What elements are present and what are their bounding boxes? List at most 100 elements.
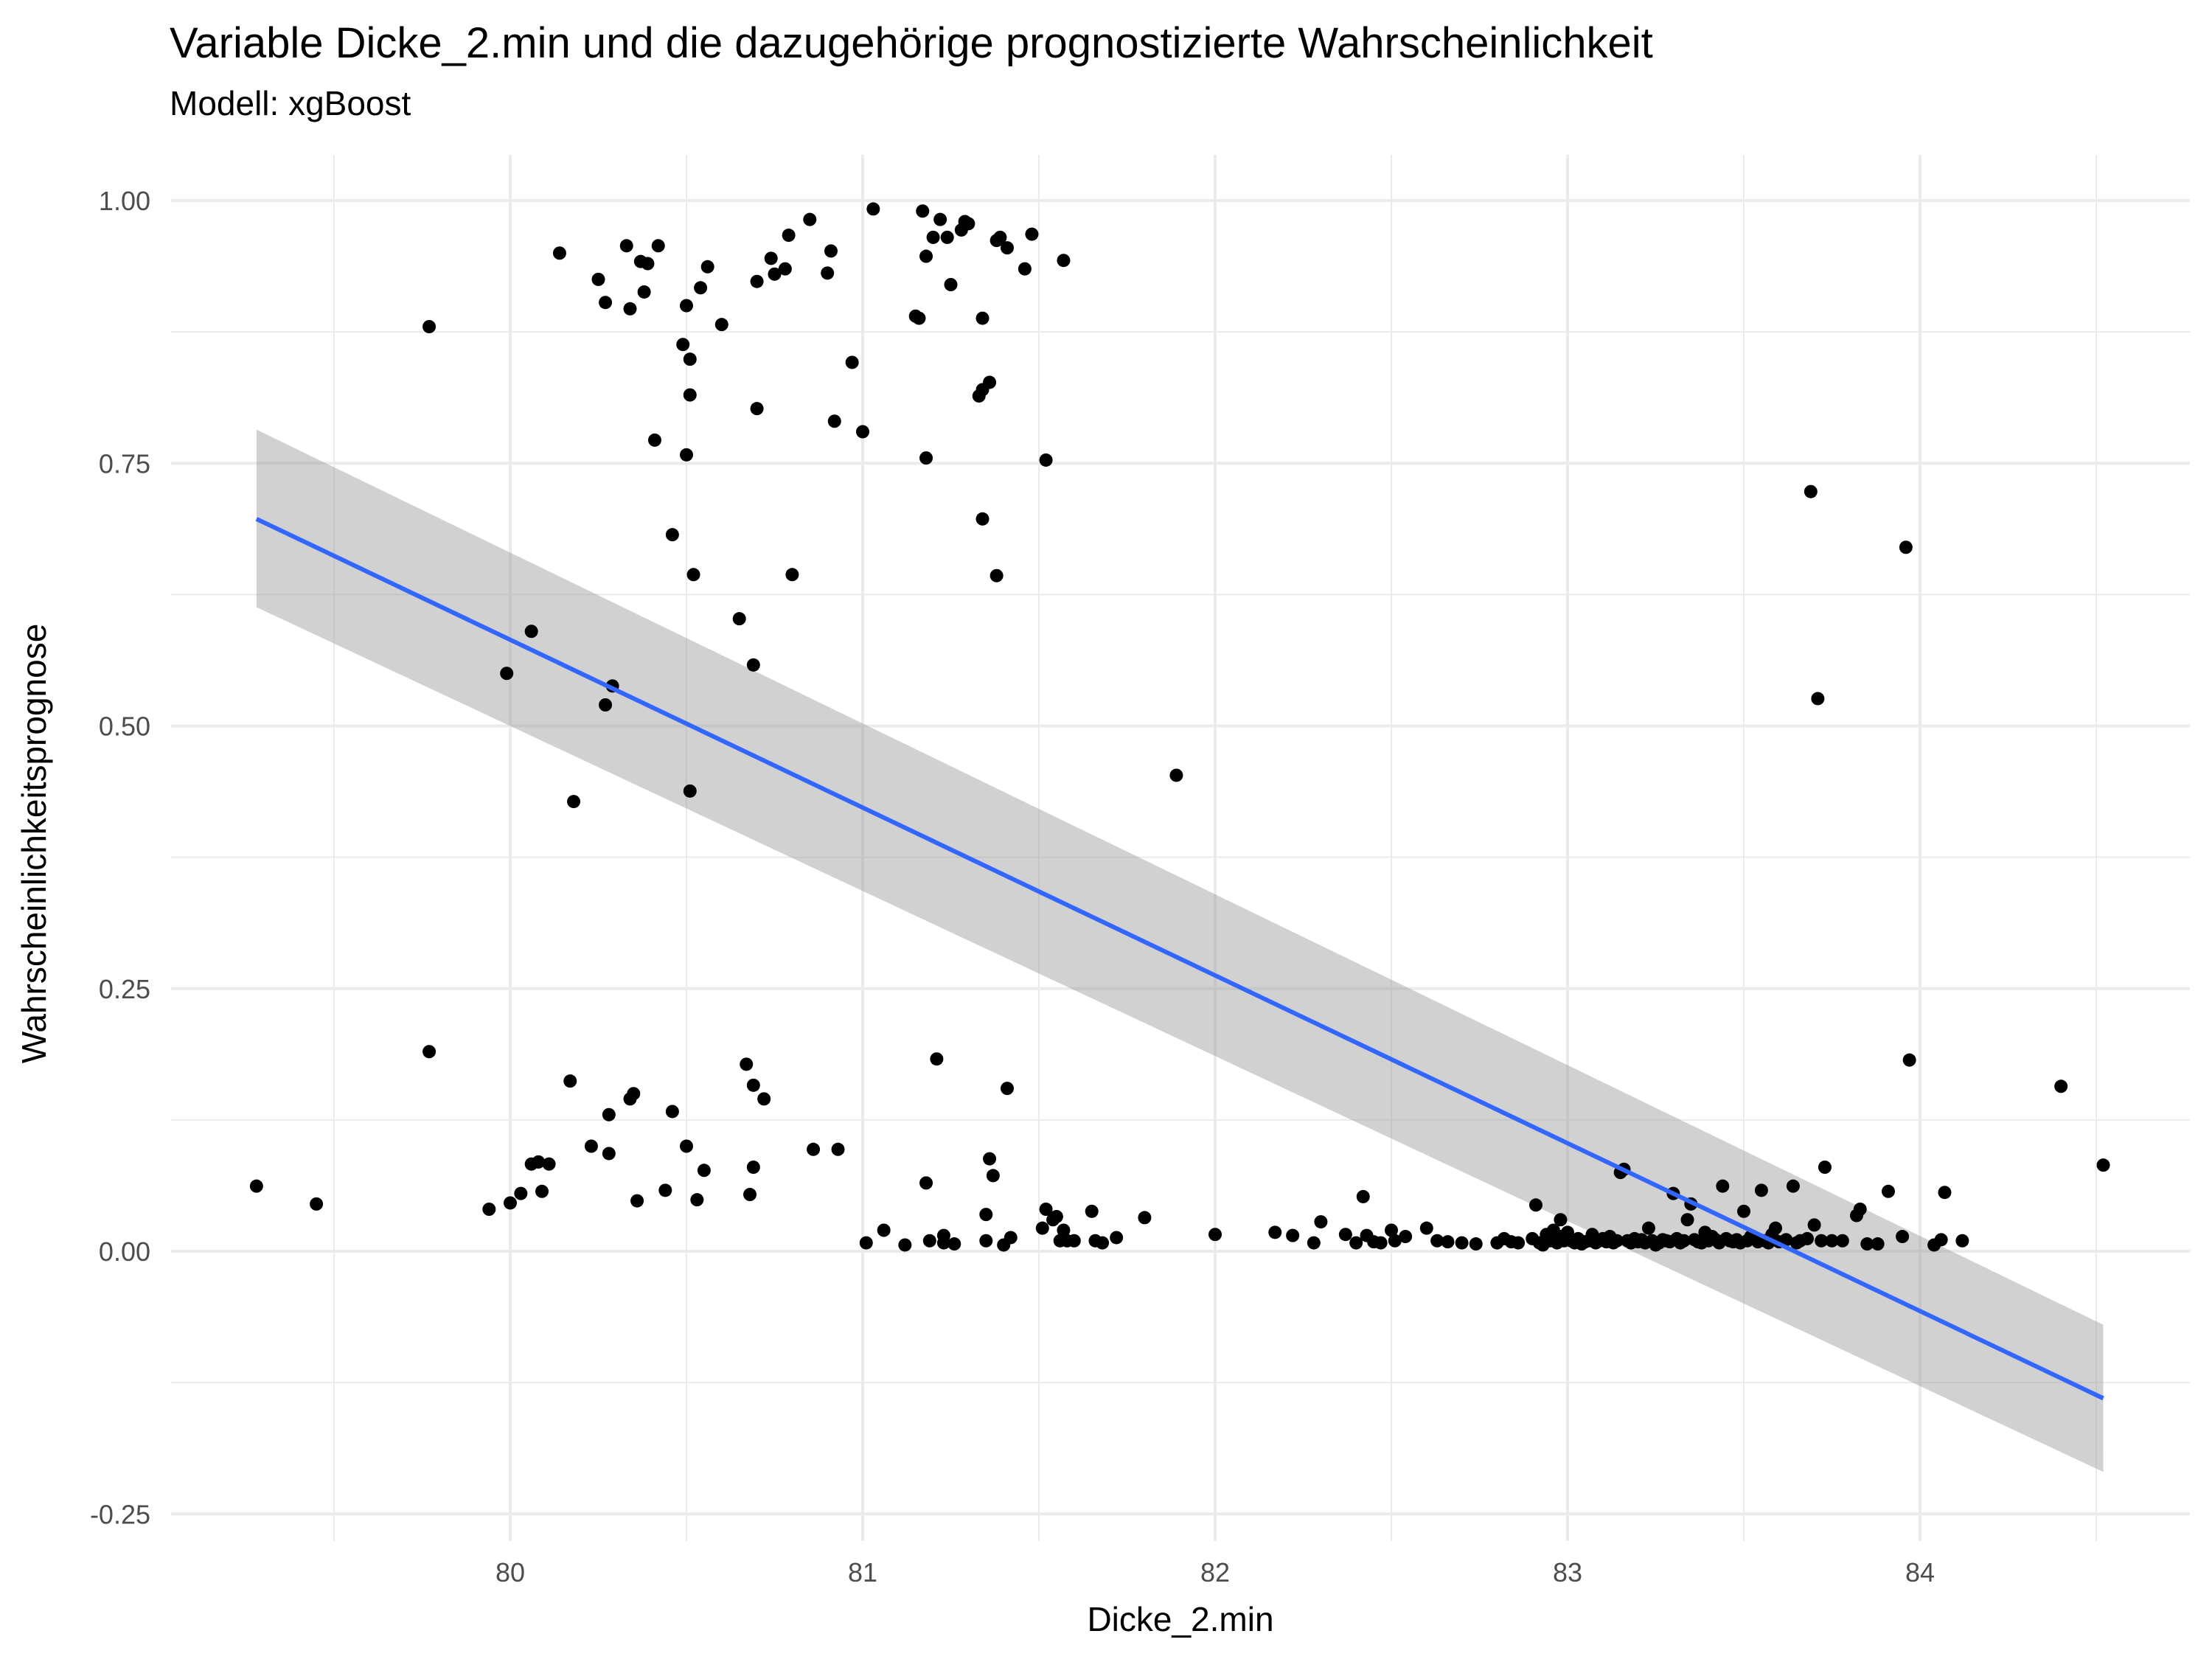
data-point — [990, 568, 1004, 582]
data-point — [1349, 1236, 1363, 1250]
grid-major — [171, 155, 2190, 1541]
panel — [171, 155, 2190, 1541]
data-point — [482, 1203, 496, 1216]
data-point — [919, 451, 933, 465]
data-point — [1208, 1228, 1222, 1242]
data-point — [1085, 1204, 1099, 1218]
data-point — [1641, 1221, 1655, 1235]
data-point — [1385, 1223, 1398, 1237]
data-point — [1419, 1221, 1433, 1235]
data-point — [599, 296, 613, 310]
data-point — [686, 568, 700, 582]
x-axis-title: Dicke_2.min — [1087, 1600, 1273, 1638]
data-point — [697, 1164, 711, 1178]
data-point — [916, 204, 930, 218]
data-point — [1938, 1186, 1952, 1200]
data-point — [983, 1152, 997, 1166]
data-point — [961, 217, 975, 231]
data-point — [1896, 1230, 1910, 1244]
data-points — [249, 202, 2110, 1252]
data-point — [1374, 1236, 1388, 1250]
data-point — [764, 251, 778, 265]
data-point — [1039, 1203, 1053, 1216]
data-point — [1902, 1053, 1916, 1067]
data-point — [975, 512, 990, 526]
data-point — [824, 244, 838, 258]
data-point — [859, 1236, 873, 1250]
data-point — [641, 257, 655, 271]
data-point — [1860, 1237, 1874, 1251]
data-point — [1677, 1234, 1691, 1248]
data-point — [1356, 1189, 1370, 1203]
data-point — [567, 795, 581, 809]
data-point — [782, 229, 796, 243]
data-point — [619, 239, 633, 253]
regression-line — [255, 517, 2104, 1401]
data-point — [732, 612, 746, 626]
data-point — [1314, 1215, 1328, 1229]
data-point — [919, 249, 933, 263]
data-point — [1610, 1234, 1624, 1248]
data-point — [1955, 1234, 1969, 1248]
data-point — [1871, 1237, 1885, 1251]
data-point — [993, 230, 1007, 244]
data-point — [658, 1183, 672, 1197]
data-point — [821, 266, 835, 280]
x-tick-label: 84 — [1905, 1557, 1935, 1587]
data-point — [1057, 1223, 1071, 1237]
data-point — [933, 212, 947, 226]
data-point — [2054, 1079, 2068, 1093]
data-point — [1801, 1231, 1815, 1245]
data-point — [1004, 1231, 1018, 1245]
confidence-band — [256, 429, 2104, 1472]
data-point — [750, 402, 764, 416]
data-point — [584, 1139, 598, 1153]
data-point — [683, 388, 697, 402]
chart-subtitle: Modell: xgBoost — [170, 84, 411, 122]
data-point — [1786, 1179, 1800, 1193]
data-point — [1804, 484, 1818, 498]
data-point — [1716, 1179, 1730, 1193]
data-point — [1169, 768, 1183, 782]
data-point — [630, 1194, 644, 1208]
data-point — [898, 1238, 912, 1252]
y-tick-label: 0.50 — [99, 712, 150, 742]
data-point — [1268, 1225, 1282, 1239]
data-point — [591, 272, 605, 286]
data-point — [940, 230, 954, 244]
data-point — [602, 1107, 616, 1121]
data-point — [1057, 254, 1071, 268]
data-point — [1096, 1236, 1110, 1250]
data-point — [919, 1176, 933, 1190]
data-point — [912, 311, 926, 325]
data-point — [803, 212, 817, 226]
data-point — [1815, 1234, 1829, 1248]
data-point — [1680, 1213, 1694, 1227]
data-point — [694, 281, 708, 295]
data-point — [1853, 1203, 1867, 1216]
data-point — [680, 1139, 693, 1153]
data-point — [680, 448, 693, 462]
data-point — [979, 1234, 993, 1248]
data-point — [1138, 1211, 1152, 1225]
data-point — [1399, 1230, 1413, 1244]
data-point — [1737, 1204, 1750, 1218]
data-point — [665, 1105, 679, 1119]
data-point — [1000, 241, 1014, 255]
data-point — [1018, 262, 1032, 276]
y-tick-label: -0.25 — [90, 1499, 150, 1529]
data-point — [979, 1208, 993, 1222]
x-axis-ticks: 80 81 82 83 84 — [495, 1557, 1935, 1587]
data-point — [2096, 1158, 2110, 1172]
data-point — [785, 568, 799, 582]
data-point — [680, 299, 693, 313]
data-point — [683, 352, 697, 366]
data-point — [599, 698, 613, 712]
x-tick-label: 82 — [1200, 1557, 1230, 1587]
data-point — [563, 1074, 577, 1088]
data-point — [1881, 1184, 1895, 1198]
data-point — [1307, 1236, 1321, 1250]
data-point — [1769, 1221, 1783, 1235]
data-point — [690, 1193, 704, 1207]
